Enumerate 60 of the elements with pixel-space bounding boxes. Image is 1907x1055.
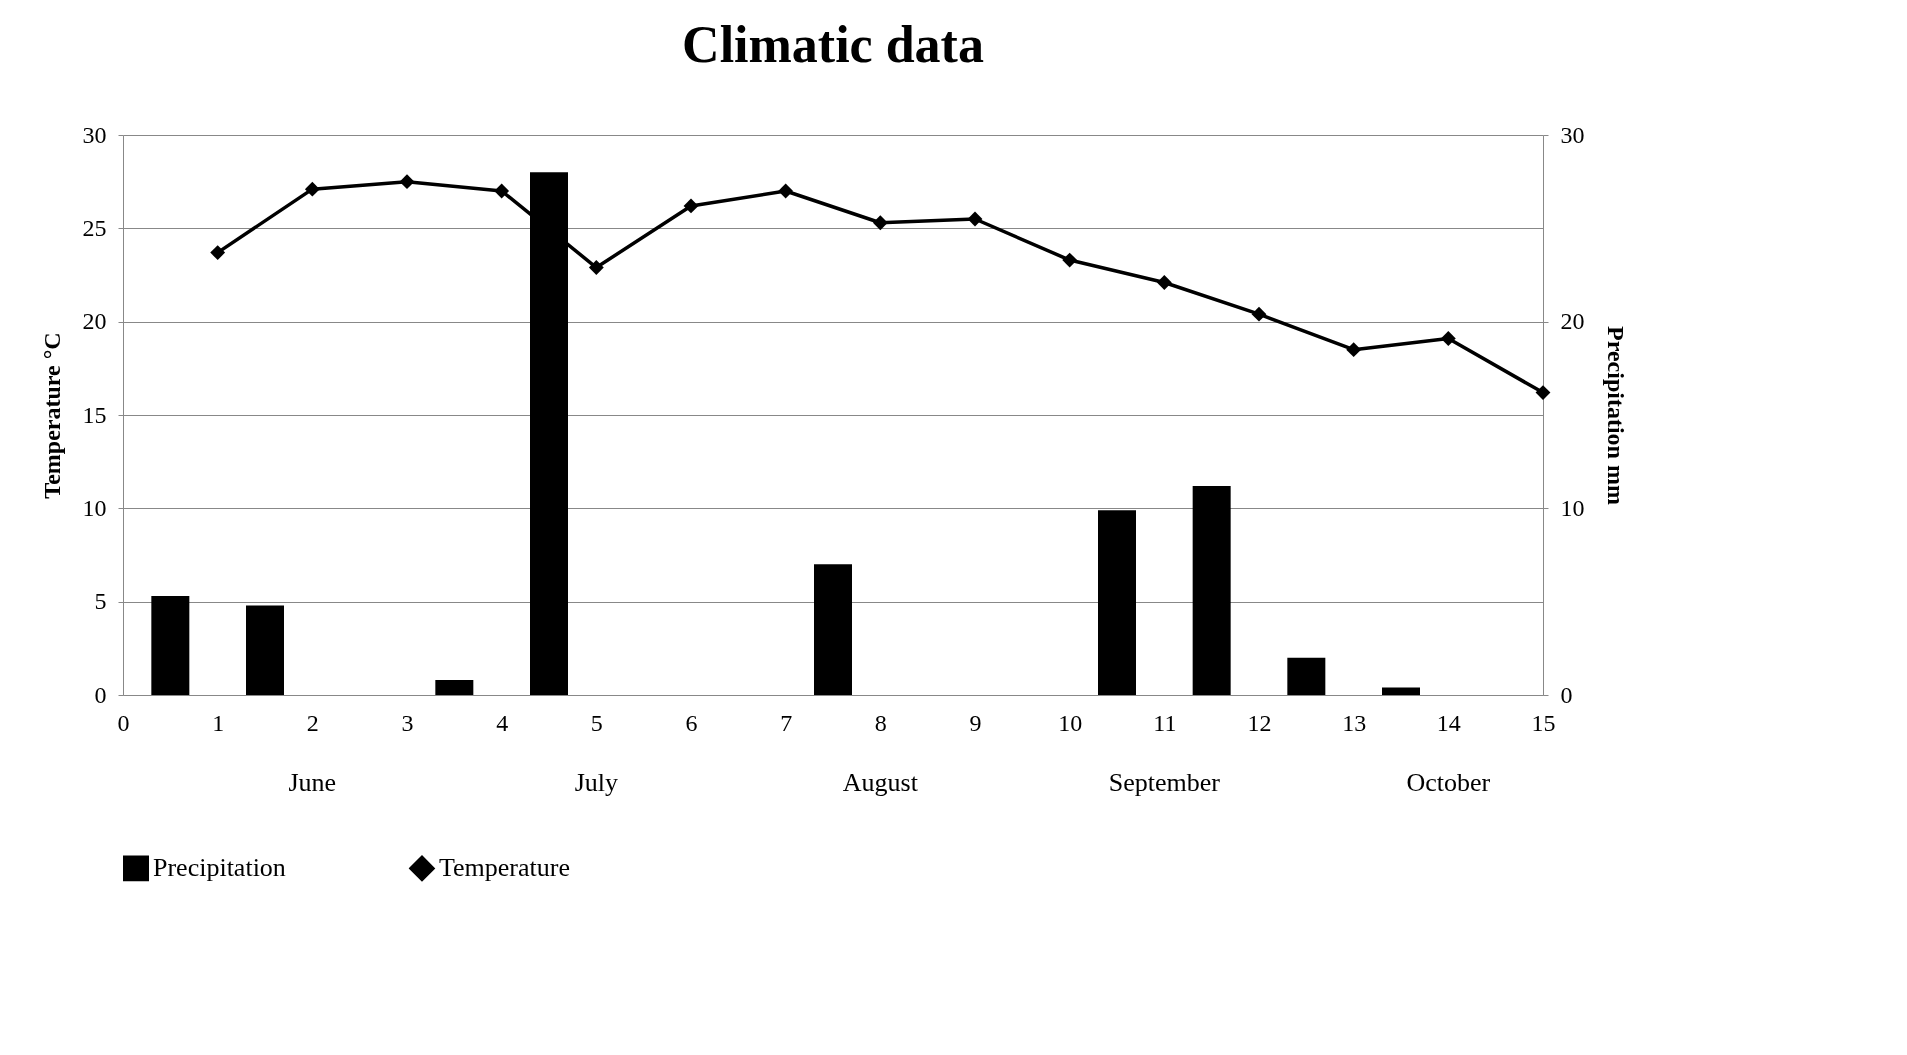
point bbox=[210, 245, 226, 261]
text: October bbox=[1406, 768, 1491, 797]
y-tick-label: 25 bbox=[82, 214, 107, 241]
point bbox=[399, 174, 415, 190]
x-tick-label: 1 bbox=[212, 709, 225, 736]
text: June bbox=[288, 768, 337, 797]
x-tick-label: 4 bbox=[496, 709, 509, 736]
y-tick-label: 5 bbox=[94, 588, 107, 615]
y2-tick-label: 30 bbox=[1560, 121, 1585, 148]
x-tick-label: 12 bbox=[1247, 709, 1272, 736]
point bbox=[683, 198, 699, 214]
y-axis-title: Temperature °C bbox=[38, 332, 65, 499]
point bbox=[1440, 331, 1456, 346]
x-tick-label: 15 bbox=[1531, 709, 1556, 736]
bar bbox=[435, 680, 474, 695]
y2-tick-label: 20 bbox=[1560, 308, 1585, 335]
x-tick-label: 14 bbox=[1436, 709, 1461, 736]
point bbox=[1251, 306, 1267, 322]
bar bbox=[1192, 485, 1231, 695]
point bbox=[1535, 385, 1551, 401]
x-tick-label: 10 bbox=[1058, 709, 1083, 736]
point bbox=[588, 260, 604, 275]
bar bbox=[1098, 510, 1136, 695]
bar bbox=[246, 605, 284, 695]
bar bbox=[151, 596, 190, 695]
point bbox=[1156, 275, 1172, 290]
y-tick-label: 20 bbox=[82, 308, 107, 335]
x-tick-label: 11 bbox=[1153, 709, 1177, 736]
point bbox=[967, 211, 983, 227]
bar bbox=[1287, 657, 1326, 695]
text: August bbox=[842, 768, 919, 797]
legend-label: Temperature bbox=[439, 853, 570, 883]
point bbox=[1062, 252, 1078, 268]
x-tick-label: 9 bbox=[969, 709, 982, 736]
x-tick-label: 13 bbox=[1342, 709, 1367, 736]
point bbox=[304, 181, 320, 197]
y2-tick-label: 10 bbox=[1560, 494, 1585, 521]
y-tick-label: 15 bbox=[82, 401, 107, 428]
x-tick-label: 3 bbox=[401, 709, 414, 736]
y-tick-label: 30 bbox=[82, 121, 107, 148]
x-tick-label: 7 bbox=[780, 709, 793, 736]
x-tick-label: 0 bbox=[117, 709, 130, 736]
legend-label: Precipitation bbox=[153, 853, 286, 883]
x-tick-label: 2 bbox=[306, 709, 319, 736]
text: July bbox=[574, 768, 619, 797]
y2-axis-title: Precipitation mm bbox=[1602, 326, 1629, 505]
y-tick-label: 0 bbox=[94, 681, 107, 708]
chart-title: Climatic data bbox=[682, 16, 984, 73]
text: September bbox=[1108, 768, 1221, 797]
x-tick-label: 5 bbox=[590, 709, 603, 736]
point bbox=[494, 183, 510, 199]
bar bbox=[1382, 687, 1420, 695]
y2-tick-label: 0 bbox=[1560, 681, 1573, 708]
point bbox=[872, 215, 888, 231]
point bbox=[778, 183, 794, 199]
bar bbox=[814, 564, 852, 695]
y-tick-label: 10 bbox=[82, 494, 107, 521]
x-tick-label: 8 bbox=[874, 709, 887, 736]
point bbox=[1346, 342, 1362, 358]
x-tick-label: 6 bbox=[685, 709, 698, 736]
